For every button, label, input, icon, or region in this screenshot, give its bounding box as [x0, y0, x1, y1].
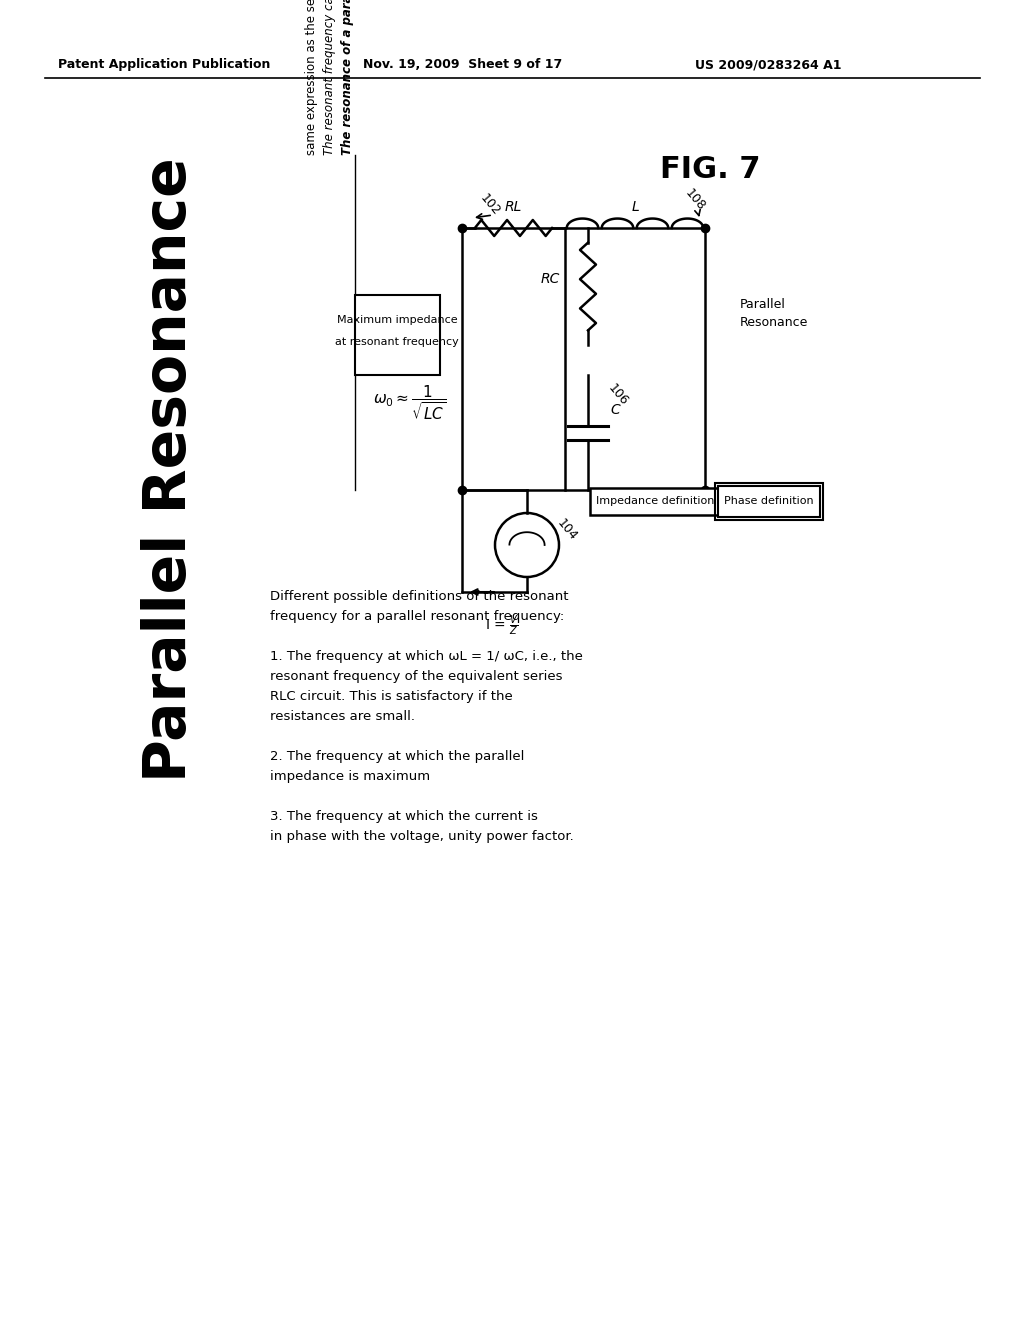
- Text: in phase with the voltage, unity power factor.: in phase with the voltage, unity power f…: [270, 830, 573, 843]
- Text: Different possible definitions of the resonant: Different possible definitions of the re…: [270, 590, 568, 603]
- Text: The resonant frequency can be defined in three different ways, which converge on: The resonant frequency can be defined in…: [324, 0, 337, 154]
- Text: Resonance: Resonance: [740, 315, 808, 329]
- Text: 108: 108: [682, 186, 708, 214]
- Text: Phase definition: Phase definition: [724, 496, 814, 507]
- Text: C: C: [610, 403, 620, 417]
- Text: 104: 104: [554, 516, 580, 544]
- Text: Parallel Resonance: Parallel Resonance: [141, 157, 199, 783]
- Text: 3. The frequency at which the current is: 3. The frequency at which the current is: [270, 810, 538, 822]
- Text: 1. The frequency at which ωL = 1/ ωC, i.e., the: 1. The frequency at which ωL = 1/ ωC, i.…: [270, 649, 583, 663]
- Text: $\omega_0 \approx \dfrac{1}{\sqrt{LC}}$: $\omega_0 \approx \dfrac{1}{\sqrt{LC}}$: [374, 384, 446, 422]
- Text: L: L: [631, 201, 639, 214]
- Text: Impedance definition: Impedance definition: [596, 496, 714, 507]
- Text: 106: 106: [605, 381, 631, 408]
- Text: FIG. 7: FIG. 7: [660, 156, 761, 185]
- Text: I = $\frac{V}{Z}$: I = $\frac{V}{Z}$: [485, 614, 519, 639]
- Text: resistances are small.: resistances are small.: [270, 710, 415, 723]
- Bar: [715, 483, 823, 520]
- Text: resonant frequency of the equivalent series: resonant frequency of the equivalent ser…: [270, 671, 562, 682]
- Text: Nov. 19, 2009  Sheet 9 of 17: Nov. 19, 2009 Sheet 9 of 17: [362, 58, 562, 71]
- Text: US 2009/0283264 A1: US 2009/0283264 A1: [695, 58, 842, 71]
- Bar: [355, 294, 440, 375]
- Text: impedance is maximum: impedance is maximum: [270, 770, 430, 783]
- Text: same expression as the series resonant frequency if the resistance of the circui: same expression as the series resonant f…: [305, 0, 318, 154]
- Text: The resonance of a parallel RLC circuit is a bit more involved than the series r: The resonance of a parallel RLC circuit …: [341, 0, 354, 154]
- Text: Parallel: Parallel: [740, 298, 785, 312]
- Bar: [590, 488, 720, 515]
- Text: 2. The frequency at which the parallel: 2. The frequency at which the parallel: [270, 750, 524, 763]
- Text: 102: 102: [477, 191, 503, 218]
- Text: at resonant frequency: at resonant frequency: [335, 337, 459, 347]
- Text: frequency for a parallel resonant frequency:: frequency for a parallel resonant freque…: [270, 610, 564, 623]
- Text: RL: RL: [504, 201, 521, 214]
- Text: RC: RC: [541, 272, 560, 286]
- Bar: [718, 486, 820, 517]
- Text: RLC circuit. This is satisfactory if the: RLC circuit. This is satisfactory if the: [270, 690, 513, 704]
- Text: Patent Application Publication: Patent Application Publication: [58, 58, 270, 71]
- Text: Maximum impedance: Maximum impedance: [337, 315, 458, 325]
